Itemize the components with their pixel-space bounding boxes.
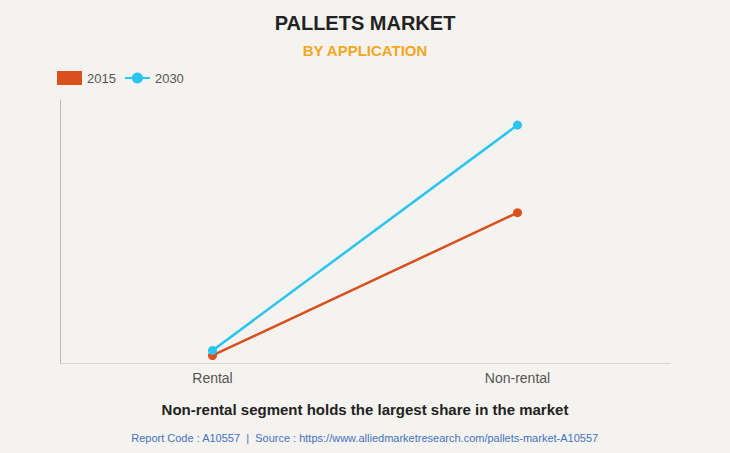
svg-text:2030: 2030 [155, 71, 184, 86]
svg-text:Non-rental: Non-rental [485, 370, 550, 386]
svg-text:2015: 2015 [87, 71, 116, 86]
svg-text:Rental: Rental [192, 370, 232, 386]
svg-text:Non-rental segment holds the l: Non-rental segment holds the largest sha… [162, 401, 569, 418]
svg-text:Report Code : A10557 | Sourc: Report Code : A10557 | Source : https://… [131, 432, 598, 444]
svg-text:BY APPLICATION: BY APPLICATION [303, 42, 428, 59]
svg-text:PALLETS MARKET: PALLETS MARKET [275, 12, 456, 34]
